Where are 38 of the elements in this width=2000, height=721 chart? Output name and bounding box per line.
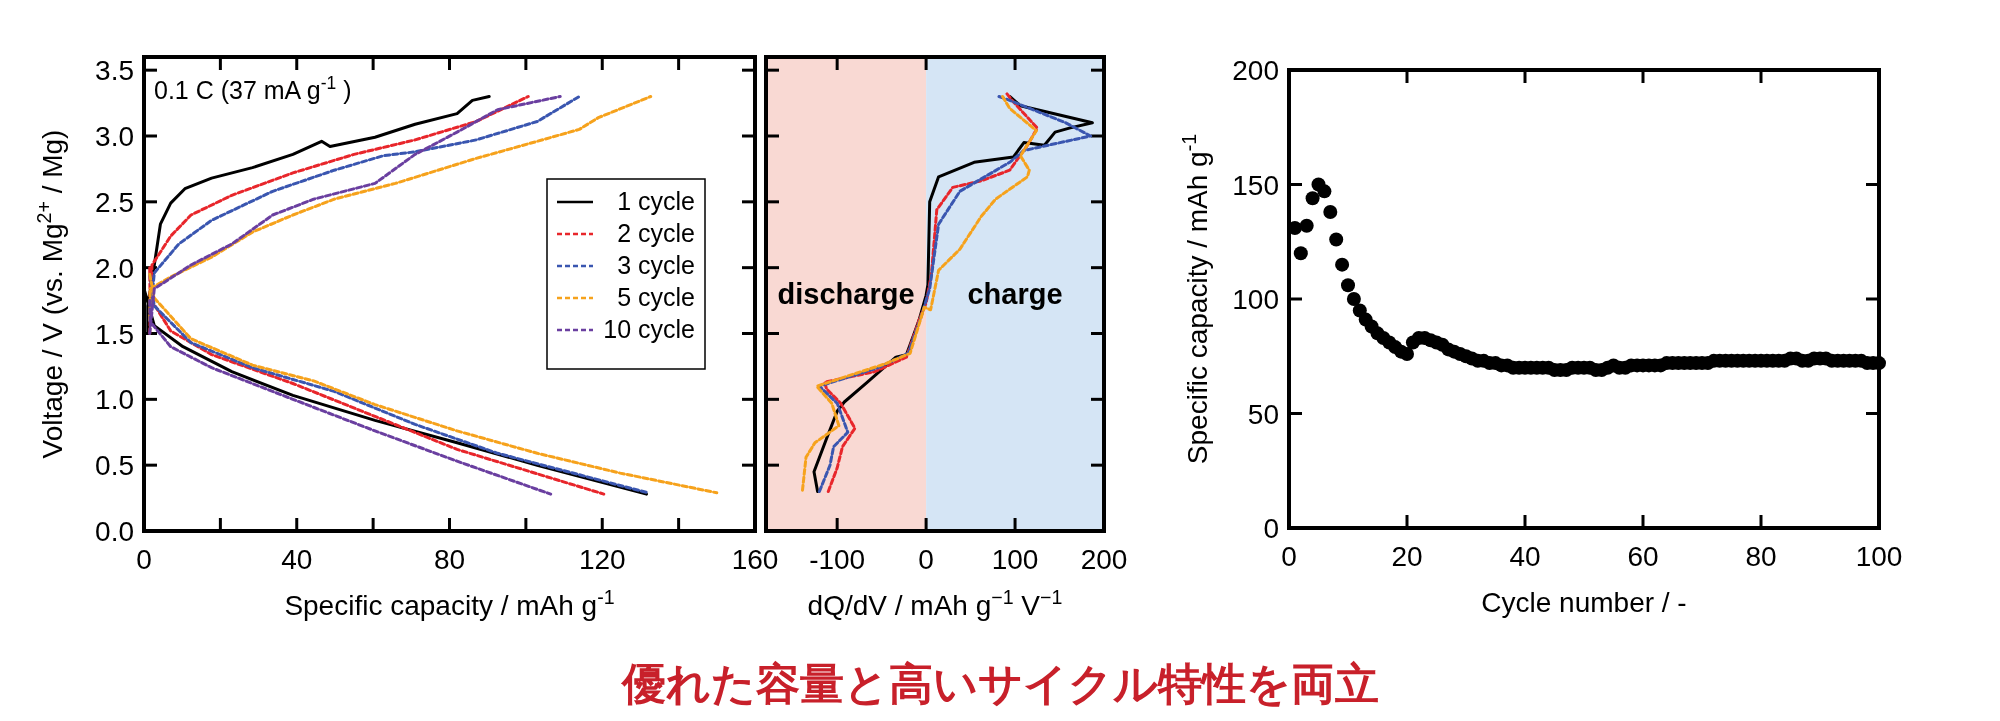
x-tick-label: 100 xyxy=(991,544,1039,575)
x-axis-title: Cycle number / - xyxy=(1481,587,1687,618)
x-tick-label: 200 xyxy=(1080,544,1128,575)
y-tick-label: 200 xyxy=(1232,55,1279,86)
legend-label: 10 cycle xyxy=(603,315,695,343)
x-axis-title: dQ/dV / mAh g$^{−1}$ V$^{−1}$ xyxy=(807,586,1063,621)
y-tick-label: 150 xyxy=(1232,169,1279,201)
text: 優れた容量と高いサイクル特性を両立 xyxy=(619,659,1379,708)
x-tick-label: 20 xyxy=(1391,541,1423,572)
band-label: charge xyxy=(967,278,1063,310)
legend-label: 1 cycle xyxy=(617,187,695,215)
legend-label: 3 cycle xyxy=(617,251,695,279)
y-tick-label: 2.0 xyxy=(95,252,134,284)
x-tick-label: 120 xyxy=(578,544,626,575)
x-axis-title: Specific capacity / mAh g$^{-1}$ xyxy=(284,586,615,621)
x-tick-label: 0 xyxy=(918,544,934,575)
x-tick-label: 80 xyxy=(433,544,466,575)
x-tick-label: 100 xyxy=(1855,541,1903,572)
legend-label: 5 cycle xyxy=(617,283,695,311)
x-tick-label: 160 xyxy=(731,544,779,575)
x-tick-label: 60 xyxy=(1627,541,1659,572)
y-tick-label: 2.5 xyxy=(95,186,134,218)
band-label: discharge xyxy=(777,278,915,310)
y-tick-label: 0.5 xyxy=(95,450,134,482)
y-tick-label: 3.5 xyxy=(95,55,134,87)
y-tick-label: 3.0 xyxy=(95,121,134,152)
x-tick-label: 80 xyxy=(1745,541,1777,572)
x-tick-label: -100 xyxy=(809,544,866,575)
x-tick-label: 40 xyxy=(281,544,313,575)
y-tick-label: 50 xyxy=(1247,398,1279,430)
y-tick-label: 0.0 xyxy=(95,516,134,547)
x-tick-label: 40 xyxy=(1509,541,1541,572)
annotation: 0.1 C (37 mA g$^{-1}$ ) xyxy=(154,73,352,104)
legend-label: 2 cycle xyxy=(617,219,695,247)
y-tick-label: 100 xyxy=(1232,284,1279,315)
y-tick-label: 1.0 xyxy=(95,384,134,416)
y-tick-label: 0 xyxy=(1263,513,1279,544)
y-tick-label: 1.5 xyxy=(95,318,134,350)
